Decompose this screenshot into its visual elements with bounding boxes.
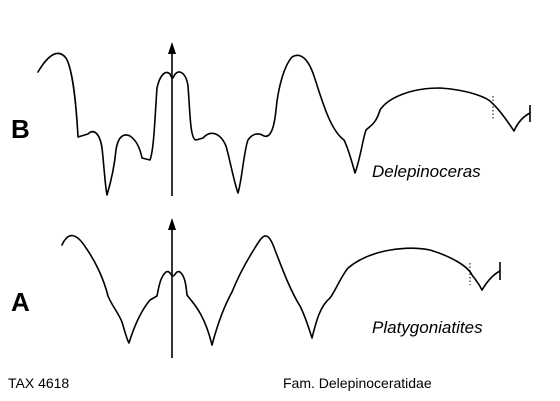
- genus-label-delepinoceras: Delepinoceras: [372, 162, 481, 181]
- family-name: Fam. Delepinoceratidae: [283, 375, 432, 391]
- suture-b-group: [37, 42, 531, 196]
- axis-arrowhead-a: [168, 218, 176, 230]
- genus-label-platygoniatites: Platygoniatites: [372, 318, 483, 337]
- panel-label-a: A: [11, 287, 30, 317]
- suture-line-b: [37, 52, 531, 196]
- suture-line-a: [61, 234, 501, 346]
- panel-label-b: B: [11, 114, 30, 144]
- axis-arrowhead-b: [168, 42, 176, 54]
- suture-a-group: [61, 218, 501, 358]
- taxon-number: TAX 4618: [8, 375, 70, 391]
